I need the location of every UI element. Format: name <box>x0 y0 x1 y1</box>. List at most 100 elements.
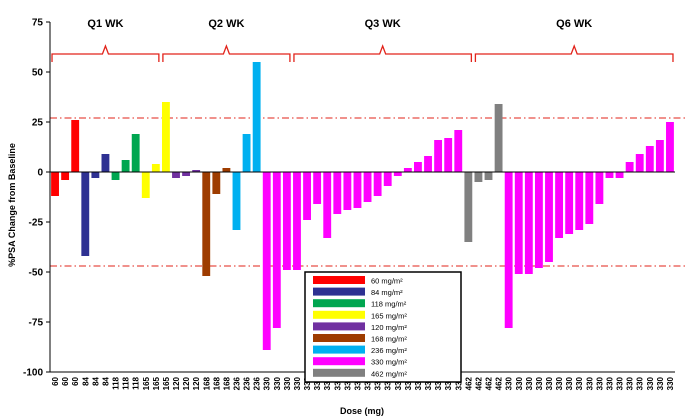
group-bracket-0 <box>51 44 160 62</box>
legend-swatch-2 <box>313 299 365 308</box>
x-tick-label-38: 330 <box>434 376 443 390</box>
x-tick-label-56: 330 <box>616 376 625 390</box>
bar-41 <box>464 172 473 242</box>
x-tick-label-37: 330 <box>424 376 433 390</box>
x-tick-label-3: 84 <box>81 376 90 385</box>
x-tick-label-9: 165 <box>142 376 151 390</box>
x-tick-label-61: 330 <box>666 376 675 390</box>
x-tick-label-58: 330 <box>636 376 645 390</box>
bar-16 <box>212 172 221 194</box>
legend-label-7: 330 mg/m² <box>371 358 407 367</box>
legend-swatch-8 <box>313 368 365 377</box>
legend-label-6: 236 mg/m² <box>371 346 407 355</box>
x-tick-label-33: 330 <box>384 376 393 390</box>
x-tick-label-2: 60 <box>71 376 80 385</box>
bar-25 <box>303 172 311 220</box>
bar-15 <box>202 172 211 276</box>
x-tick-label-5: 84 <box>101 376 110 385</box>
x-tick-label-17: 168 <box>222 376 231 390</box>
bar-23 <box>282 172 291 270</box>
x-tick-label-42: 462 <box>474 376 483 390</box>
bar-13 <box>182 172 191 176</box>
legend-swatch-0 <box>313 276 365 284</box>
legend-label-1: 84 mg/m² <box>371 288 403 297</box>
x-tick-label-29: 330 <box>343 376 352 390</box>
bars <box>51 62 674 350</box>
bar-49 <box>545 172 553 262</box>
x-tick-label-31: 330 <box>364 376 373 390</box>
legend-swatch-6 <box>313 345 365 354</box>
bar-5 <box>101 154 110 172</box>
bar-37 <box>424 156 432 172</box>
y-tick-label-4: 0 <box>37 168 43 179</box>
x-tick-label-6: 118 <box>112 376 121 389</box>
bar-21 <box>262 172 271 350</box>
x-tick-label-7: 118 <box>122 376 131 389</box>
bar-18 <box>232 172 241 230</box>
x-tick-label-36: 330 <box>414 376 423 390</box>
bar-53 <box>585 172 594 224</box>
x-tick-label-41: 462 <box>464 376 473 390</box>
bar-35 <box>403 168 412 172</box>
x-tick-label-49: 330 <box>545 376 554 390</box>
bar-50 <box>555 172 564 238</box>
group-bracket-3 <box>474 44 674 62</box>
bar-39 <box>444 138 453 172</box>
x-tick-label-55: 330 <box>605 376 614 390</box>
bar-55 <box>605 172 614 178</box>
x-tick-label-52: 330 <box>575 376 584 390</box>
y-tick-label-5: 25 <box>32 118 44 129</box>
reference-lines <box>50 117 687 267</box>
x-tick-label-13: 120 <box>182 376 191 390</box>
bar-59 <box>645 146 654 172</box>
bar-4 <box>91 172 100 178</box>
group-label-0: Q1 WK <box>87 18 123 30</box>
x-tick-label-60: 330 <box>656 376 665 390</box>
legend-label-3: 165 mg/m² <box>371 311 407 320</box>
bar-19 <box>242 134 251 172</box>
bar-27 <box>323 172 332 238</box>
bar-6 <box>111 172 120 180</box>
y-tick-labels: -100 -75 -50 -25 0 25 50 75 <box>23 18 50 379</box>
x-tick-label-14: 120 <box>192 376 201 390</box>
y-tick-label-6: 50 <box>32 68 44 79</box>
x-tick-label-26: 330 <box>313 376 322 390</box>
bar-43 <box>484 172 493 180</box>
x-tick-label-8: 118 <box>132 376 141 389</box>
bar-2 <box>71 120 80 172</box>
bar-46 <box>514 172 523 274</box>
y-tick-label-2: -50 <box>29 268 44 279</box>
x-tick-label-0: 60 <box>51 376 60 385</box>
legend-swatch-4 <box>313 322 365 331</box>
x-tick-label-23: 330 <box>283 376 292 390</box>
bar-7 <box>121 160 130 172</box>
bar-24 <box>293 172 301 270</box>
bar-17 <box>222 168 231 172</box>
x-tick-label-4: 84 <box>91 376 100 385</box>
bar-0 <box>51 172 59 196</box>
legend-swatch-1 <box>313 287 365 296</box>
x-tick-label-46: 330 <box>515 376 524 390</box>
bar-44 <box>494 104 503 172</box>
x-tick-label-57: 330 <box>626 376 635 390</box>
x-tick-label-22: 330 <box>273 376 282 390</box>
x-tick-label-40: 330 <box>454 376 463 390</box>
bar-48 <box>534 172 543 268</box>
x-tick-labels: 60 60 60 84 84 84 118 118 118 165 165 165 120 120 120 1… <box>51 376 675 390</box>
bar-33 <box>383 172 392 186</box>
bar-31 <box>363 172 372 202</box>
x-tick-label-12: 120 <box>172 376 181 390</box>
x-tick-label-43: 462 <box>485 376 494 390</box>
bar-54 <box>595 172 604 204</box>
x-tick-label-39: 330 <box>444 376 453 390</box>
x-tick-label-45: 330 <box>505 376 514 390</box>
legend-label-4: 120 mg/m² <box>371 323 407 332</box>
x-tick-label-34: 330 <box>394 376 403 390</box>
x-tick-label-47: 330 <box>525 376 534 390</box>
group-bracket-2 <box>293 44 473 62</box>
bar-57 <box>625 162 634 172</box>
x-tick-label-10: 165 <box>152 376 161 390</box>
x-tick-label-53: 330 <box>585 376 594 390</box>
bar-9 <box>141 172 150 198</box>
x-tick-label-28: 330 <box>333 376 342 390</box>
